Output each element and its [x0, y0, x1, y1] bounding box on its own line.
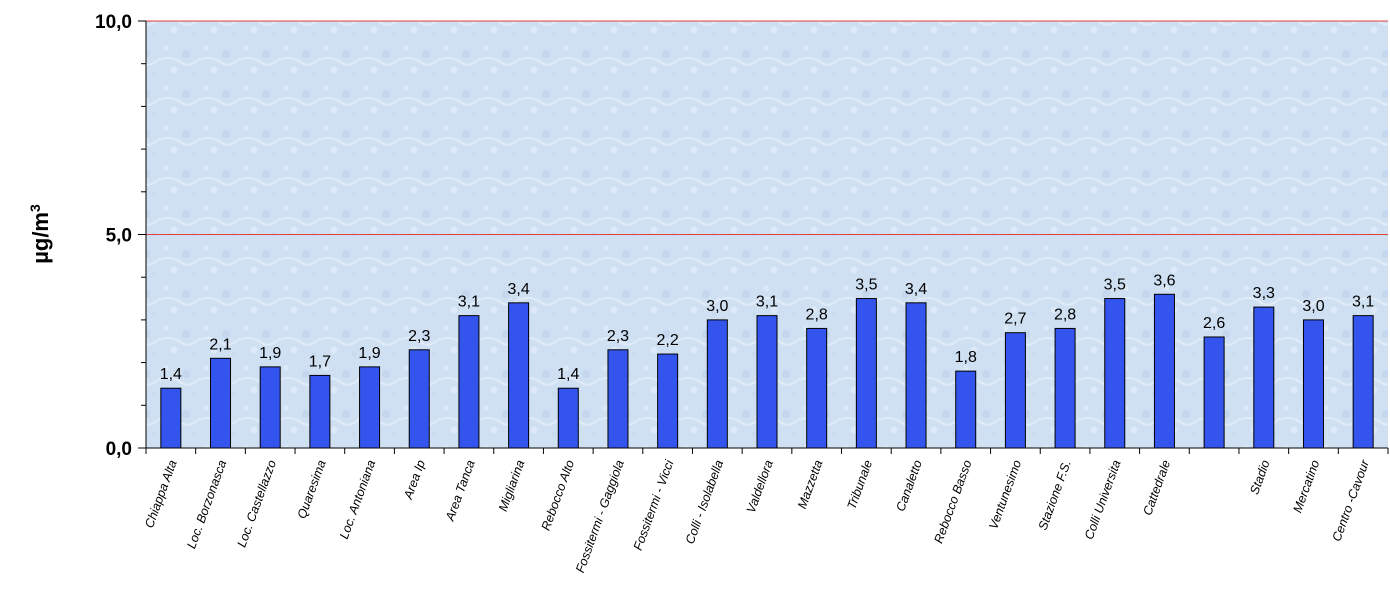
- bar: [508, 302, 530, 449]
- category-label: Loc. Castellazzo: [234, 458, 279, 549]
- category-label: Migliarina: [496, 458, 527, 513]
- category-label: Loc. Antoniana: [337, 458, 379, 541]
- bar: [955, 370, 977, 449]
- bar: [1153, 293, 1175, 449]
- bar: [1004, 332, 1026, 449]
- bar: [1203, 336, 1225, 449]
- category-label: Quaresima: [295, 458, 329, 520]
- y-tick-label: 5,0: [106, 226, 132, 247]
- category-label: Canaletto: [893, 458, 924, 513]
- y-axis-label: µg/m3: [27, 204, 53, 264]
- data-label: 3,1: [1352, 294, 1374, 311]
- data-label: 3,0: [1302, 298, 1324, 315]
- category-label: Valdellora: [744, 458, 776, 515]
- category-label: Stadio: [1247, 458, 1272, 496]
- category-label: Loc. Borzonasca: [184, 458, 229, 550]
- bar: [855, 298, 877, 449]
- bar: [309, 374, 331, 449]
- bar: [160, 387, 182, 449]
- category-label: Rebocco Basso: [931, 458, 974, 545]
- category-label: Rebocco Alto: [539, 458, 577, 532]
- y-axis-label-unit: µg/m: [28, 212, 53, 264]
- data-label: 3,5: [1104, 277, 1126, 294]
- data-label: 3,4: [905, 281, 927, 298]
- category-label: Mercatino: [1290, 458, 1322, 514]
- bar: [905, 302, 927, 449]
- bar: [458, 315, 480, 449]
- bar: [1104, 298, 1126, 449]
- data-label: 2,2: [657, 332, 679, 349]
- bar: [1352, 315, 1374, 449]
- data-label: 3,1: [756, 294, 778, 311]
- data-label: 2,3: [607, 328, 629, 345]
- category-label: Chiappa Alta: [142, 458, 179, 530]
- data-label: 1,8: [955, 349, 977, 366]
- category-label: Ventunesimo: [986, 458, 1024, 531]
- category-label: Colli - Isolabella: [683, 458, 726, 546]
- data-label: 3,0: [706, 298, 728, 315]
- category-label: Cattedrale: [1140, 458, 1173, 517]
- y-tick-label: 0,0: [106, 439, 132, 460]
- data-label: 1,9: [358, 345, 380, 362]
- y-axis-label-superscript: 3: [27, 204, 43, 212]
- bar: [557, 387, 579, 449]
- data-label: 3,3: [1253, 285, 1275, 302]
- bar: [408, 349, 430, 449]
- category-label: Colli Universita: [1082, 458, 1124, 541]
- category-label: Mazzetta: [795, 458, 826, 510]
- bar: [210, 357, 232, 449]
- category-label: Fossitermi - Gaggiola: [573, 458, 627, 574]
- category-label: Fossitermi - Vicci: [631, 457, 677, 552]
- data-label: 3,5: [855, 277, 877, 294]
- bar: [706, 319, 728, 449]
- category-label: Area Ip: [401, 458, 428, 502]
- data-label: 3,6: [1153, 272, 1175, 289]
- bar: [359, 366, 381, 449]
- data-label: 1,9: [259, 345, 281, 362]
- bar: [1054, 327, 1076, 449]
- data-label: 2,1: [209, 336, 231, 353]
- bar: [1253, 306, 1275, 449]
- data-label: 1,7: [309, 353, 331, 370]
- category-label: Centro -Cavour: [1330, 457, 1373, 543]
- data-label: 2,8: [806, 306, 828, 323]
- bar: [806, 327, 828, 449]
- bar: [657, 353, 679, 449]
- bar: [607, 349, 629, 449]
- y-tick-label: 10,0: [95, 12, 132, 33]
- category-label: Area Tanca: [443, 458, 478, 523]
- bar: [1302, 319, 1324, 449]
- data-label: 3,4: [507, 281, 529, 298]
- data-label: 1,4: [160, 366, 182, 383]
- category-label: Stazione F.S.: [1036, 458, 1074, 532]
- data-label: 2,7: [1004, 311, 1026, 328]
- data-label: 3,1: [458, 294, 480, 311]
- bar: [259, 366, 281, 449]
- data-label: 2,6: [1203, 315, 1225, 332]
- bar: [756, 315, 778, 449]
- data-label: 2,3: [408, 328, 430, 345]
- category-label: Tribunale: [845, 458, 876, 511]
- data-label: 1,4: [557, 366, 579, 383]
- data-label: 2,8: [1054, 306, 1076, 323]
